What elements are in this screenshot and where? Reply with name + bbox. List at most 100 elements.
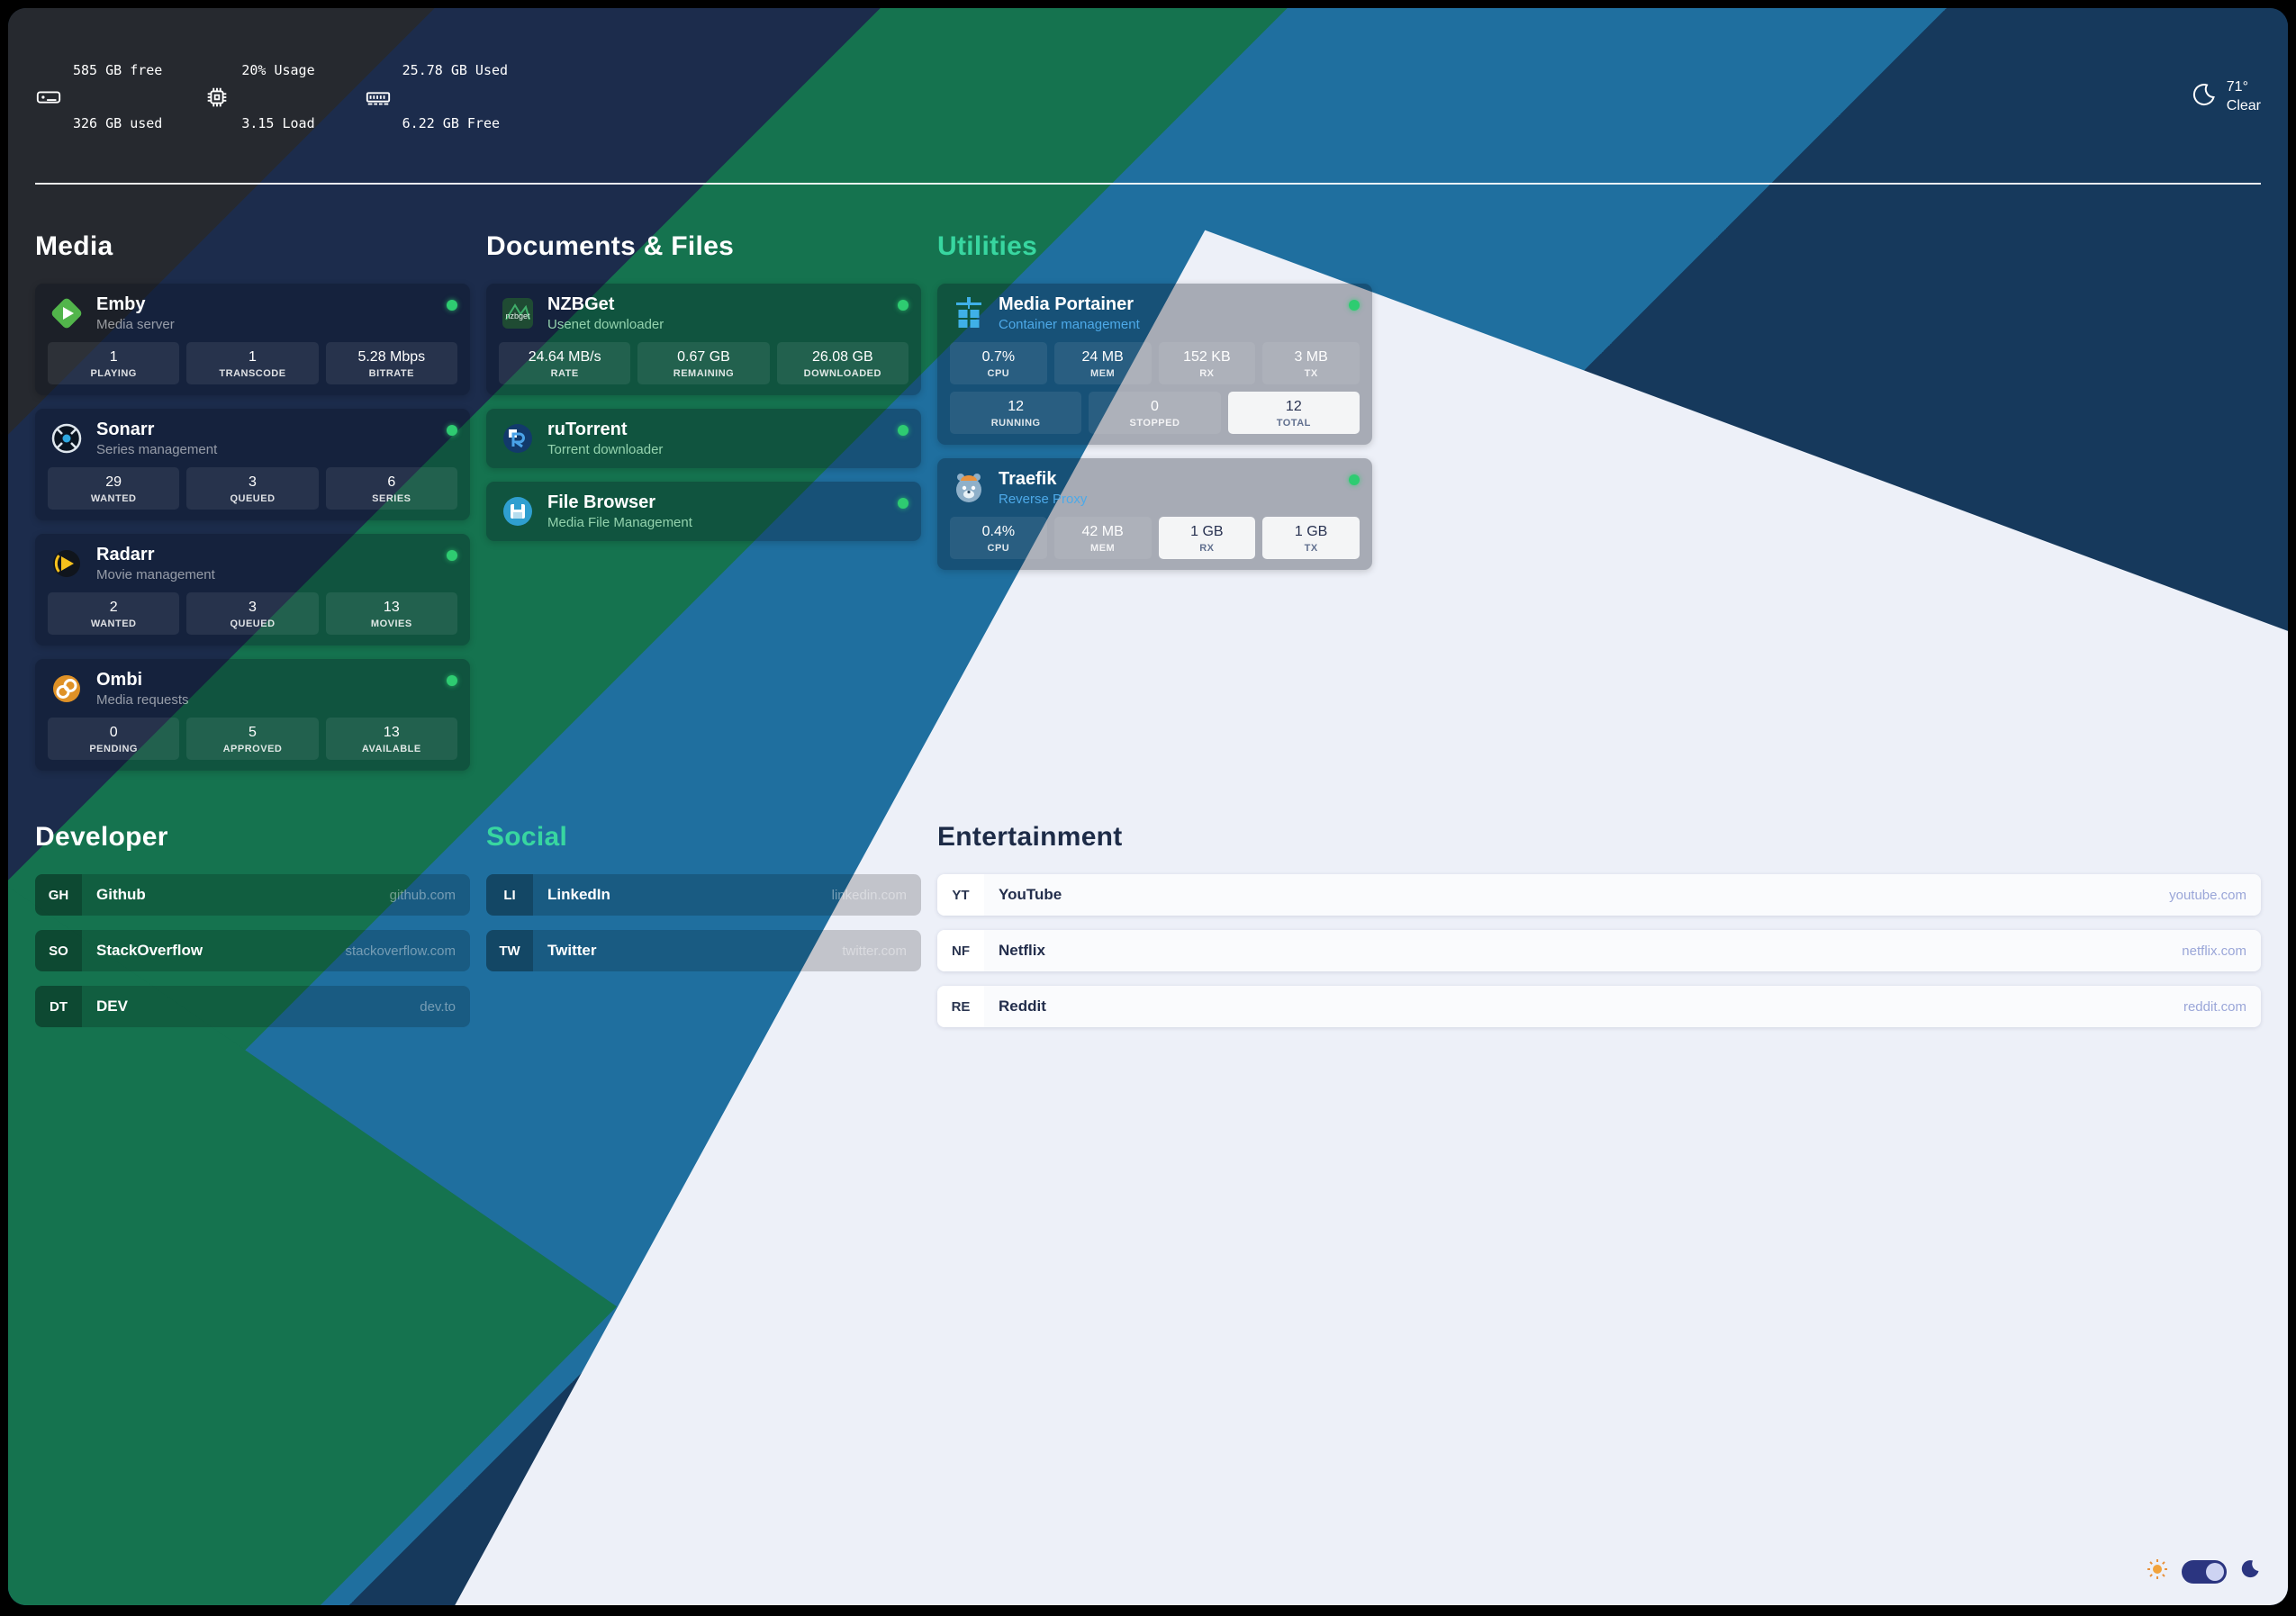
stat-label: DOWNLOADED bbox=[803, 368, 881, 380]
app-subtitle: Media requests bbox=[96, 692, 189, 709]
stat-value: 0.67 GB bbox=[677, 349, 730, 366]
stat-tile: 0.7% CPU bbox=[950, 342, 1047, 385]
section-entertainment: Entertainment YT YouTube youtube.com NF … bbox=[937, 822, 2261, 1042]
bookmark-url: twitter.com bbox=[842, 943, 907, 959]
disk-used: 326 GB used bbox=[73, 114, 163, 131]
stat-tile: 1 GB RX bbox=[1158, 517, 1256, 560]
disk-free: 585 GB free bbox=[73, 61, 163, 78]
rutorrent-icon bbox=[499, 420, 537, 457]
stat-value: 29 bbox=[105, 474, 122, 491]
stat-label: SERIES bbox=[372, 493, 411, 505]
bookmark-stackoverflow[interactable]: SO StackOverflow stackoverflow.com bbox=[35, 930, 470, 972]
app-name: NZBGet bbox=[547, 294, 615, 315]
app-card-ombi[interactable]: Ombi Media requests 0 PENDING 5 APPROVED bbox=[35, 659, 470, 772]
stat-value: 13 bbox=[383, 725, 400, 741]
section-title-developer: Developer bbox=[35, 822, 168, 853]
stat-value: 42 MB bbox=[1081, 524, 1124, 540]
app-card-nzbget[interactable]: nzbget NZBGet Usenet downloader 24.64 MB… bbox=[486, 284, 921, 396]
stat-value: 24.64 MB/s bbox=[528, 349, 601, 366]
dark-mode-moon-icon[interactable] bbox=[2239, 1558, 2261, 1584]
app-name: Media Portainer bbox=[999, 294, 1134, 315]
theme-controls bbox=[2146, 1557, 2261, 1585]
memory-stat: 25.78 GB Used 6.22 GB Free bbox=[365, 26, 508, 168]
stat-label: PLAYING bbox=[90, 368, 137, 380]
stat-tile: 3 QUEUED bbox=[186, 467, 319, 510]
bookmark-url: youtube.com bbox=[2169, 887, 2246, 903]
stat-label: MEM bbox=[1090, 368, 1116, 380]
bookmark-name: DEV bbox=[96, 998, 128, 1016]
stat-label: MOVIES bbox=[370, 618, 412, 630]
stat-value: 1 GB bbox=[1190, 524, 1224, 540]
app-name: Sonarr bbox=[96, 420, 155, 440]
toggle-knob bbox=[2206, 1562, 2224, 1581]
section-title-utilities: Utilities bbox=[937, 231, 1038, 262]
bookmark-name: Github bbox=[96, 886, 146, 904]
bookmark-abbr: GH bbox=[35, 874, 82, 916]
stat-value: 2 bbox=[109, 600, 118, 616]
stat-tile: 13 AVAILABLE bbox=[325, 718, 457, 761]
stat-label: CPU bbox=[987, 543, 1010, 555]
filebrowser-icon bbox=[499, 492, 537, 530]
bookmark-name: Twitter bbox=[547, 942, 597, 960]
bookmark-abbr: YT bbox=[937, 874, 984, 916]
stat-tile: 29 WANTED bbox=[48, 467, 180, 510]
app-subtitle: Container management bbox=[999, 317, 1140, 333]
stat-value: 26.08 GB bbox=[812, 349, 873, 366]
bookmark-youtube[interactable]: YT YouTube youtube.com bbox=[937, 874, 2261, 916]
theme-toggle-switch[interactable] bbox=[2182, 1559, 2227, 1584]
cpu-usage: 20% Usage bbox=[241, 61, 315, 78]
bookmark-dev[interactable]: DT DEV dev.to bbox=[35, 986, 470, 1028]
bookmark-twitter[interactable]: TW Twitter twitter.com bbox=[486, 930, 921, 972]
bookmark-abbr: NF bbox=[937, 930, 984, 972]
app-card-radarr[interactable]: Radarr Movie management 2 WANTED 3 QUEUE… bbox=[35, 534, 470, 646]
bookmark-abbr: SO bbox=[35, 930, 82, 972]
stat-label: RUNNING bbox=[990, 418, 1041, 429]
light-mode-sun-icon[interactable] bbox=[2146, 1557, 2169, 1585]
app-card-portainer[interactable]: Media Portainer Container management 0.7… bbox=[937, 284, 1372, 446]
stat-tile: 1 PLAYING bbox=[48, 342, 180, 385]
bookmark-reddit[interactable]: RE Reddit reddit.com bbox=[937, 986, 2261, 1028]
stat-label: TRANSCODE bbox=[219, 368, 286, 380]
app-name: Emby bbox=[96, 294, 146, 315]
app-card-emby[interactable]: Emby Media server 1 PLAYING 1 TRANSCODE bbox=[35, 284, 470, 396]
bookmark-netflix[interactable]: NF Netflix netflix.com bbox=[937, 930, 2261, 972]
status-dot bbox=[447, 300, 457, 311]
app-card-filebrowser[interactable]: File Browser Media File Management bbox=[486, 482, 921, 542]
stat-label: AVAILABLE bbox=[361, 744, 421, 755]
stat-tile: 6 SERIES bbox=[325, 467, 457, 510]
bookmark-linkedin[interactable]: LI LinkedIn linkedin.com bbox=[486, 874, 921, 916]
memory-used: 25.78 GB Used bbox=[402, 61, 509, 78]
stat-value: 12 bbox=[1285, 399, 1302, 415]
topbar-divider bbox=[35, 183, 2261, 185]
section-developer: Developer GH Github github.com SO StackO… bbox=[35, 822, 470, 1042]
app-subtitle: Series management bbox=[96, 442, 218, 458]
app-card-sonarr[interactable]: Sonarr Series management 29 WANTED 3 QUE… bbox=[35, 409, 470, 521]
stat-tile: 3 MB TX bbox=[1262, 342, 1360, 385]
stat-tile: 42 MB MEM bbox=[1053, 517, 1152, 560]
stat-value: 6 bbox=[387, 474, 396, 491]
status-dot bbox=[898, 425, 908, 437]
status-dot bbox=[447, 675, 457, 687]
traefik-icon bbox=[950, 469, 988, 507]
stat-tile: 12 TOTAL bbox=[1227, 392, 1360, 435]
stat-tile: 3 QUEUED bbox=[186, 592, 319, 636]
sonarr-icon bbox=[48, 420, 86, 457]
stat-value: 0 bbox=[109, 725, 118, 741]
stat-tile: 12 RUNNING bbox=[950, 392, 1082, 435]
stat-tile: 5.28 Mbps BITRATE bbox=[325, 342, 457, 385]
stat-tile: 13 MOVIES bbox=[325, 592, 457, 636]
stat-tile: 2 WANTED bbox=[48, 592, 180, 636]
stat-label: WANTED bbox=[90, 618, 137, 630]
stat-label: STOPPED bbox=[1129, 418, 1180, 429]
stat-tile: 0 STOPPED bbox=[1089, 392, 1221, 435]
stat-label: TOTAL bbox=[1276, 418, 1311, 429]
app-card-rutorrent[interactable]: ruTorrent Torrent downloader bbox=[486, 409, 921, 469]
svg-text:nzbget: nzbget bbox=[505, 311, 530, 320]
stat-label: REMAINING bbox=[673, 368, 735, 380]
section-utilities: Utilities bbox=[937, 231, 2261, 784]
memory-free: 6.22 GB Free bbox=[402, 114, 501, 131]
stat-value: 5 bbox=[249, 725, 257, 741]
bookmark-abbr: LI bbox=[486, 874, 533, 916]
app-card-traefik[interactable]: Traefik Reverse Proxy 0.4% CPU 42 MB MEM bbox=[937, 458, 1372, 571]
bookmark-github[interactable]: GH Github github.com bbox=[35, 874, 470, 916]
